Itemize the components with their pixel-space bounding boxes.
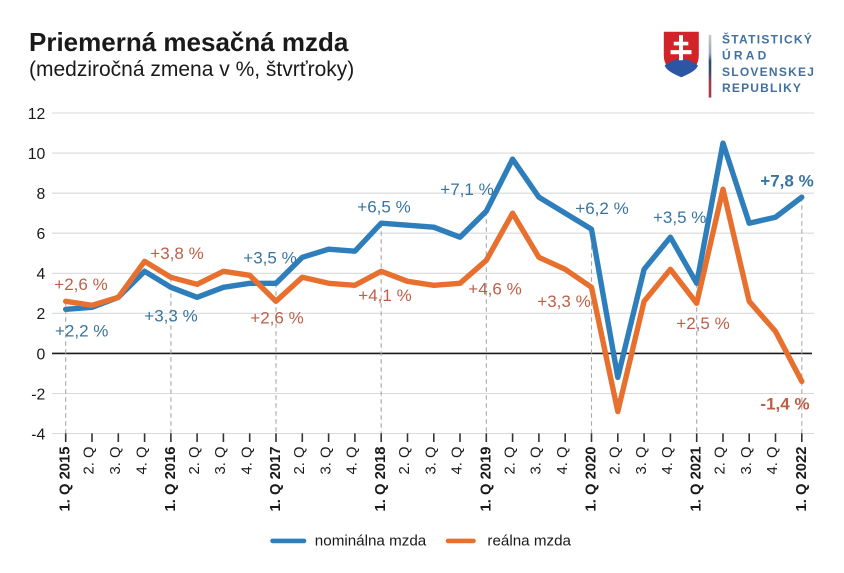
svg-text:+3,5 %: +3,5 % (243, 249, 296, 268)
svg-text:SLOVENSKEJ: SLOVENSKEJ (722, 65, 815, 79)
svg-text:8: 8 (37, 186, 46, 203)
svg-text:4. Q: 4. Q (765, 447, 781, 475)
svg-text:2. Q: 2. Q (292, 447, 308, 475)
svg-text:4. Q: 4. Q (555, 447, 571, 475)
svg-text:REPUBLIKY: REPUBLIKY (722, 81, 802, 95)
svg-text:3. Q: 3. Q (529, 447, 545, 475)
svg-text:1. Q 2018: 1. Q 2018 (373, 447, 389, 512)
svg-text:+3,8 %: +3,8 % (150, 244, 203, 263)
svg-text:-4: -4 (31, 426, 45, 443)
svg-text:+2,6 %: +2,6 % (250, 309, 303, 328)
svg-text:1. Q 2020: 1. Q 2020 (584, 447, 600, 512)
svg-text:1. Q 2017: 1. Q 2017 (268, 447, 284, 512)
svg-text:0: 0 (37, 346, 46, 363)
svg-text:4: 4 (37, 266, 46, 283)
svg-text:3. Q: 3. Q (424, 447, 440, 475)
svg-text:2. Q: 2. Q (713, 447, 729, 475)
svg-text:reálna mzda: reálna mzda (487, 532, 571, 549)
svg-text:2: 2 (37, 306, 46, 323)
svg-text:2. Q: 2. Q (187, 447, 203, 475)
svg-text:10: 10 (28, 146, 46, 163)
svg-text:12: 12 (28, 106, 46, 123)
svg-text:4. Q: 4. Q (345, 447, 361, 475)
svg-text:4. Q: 4. Q (660, 447, 676, 475)
svg-text:+7,1 %: +7,1 % (440, 180, 493, 199)
svg-text:+6,2 %: +6,2 % (575, 199, 628, 218)
svg-text:+3,3 %: +3,3 % (537, 292, 590, 311)
svg-text:nominálna mzda: nominálna mzda (315, 532, 427, 549)
svg-text:6: 6 (37, 226, 46, 243)
svg-text:1. Q 2015: 1. Q 2015 (58, 447, 74, 512)
svg-text:+6,5 %: +6,5 % (357, 198, 410, 217)
svg-text:2. Q: 2. Q (82, 447, 98, 475)
svg-text:3. Q: 3. Q (318, 447, 334, 475)
svg-text:+4,6 %: +4,6 % (468, 280, 521, 299)
svg-text:3. Q: 3. Q (213, 447, 229, 475)
svg-text:2. Q: 2. Q (397, 447, 413, 475)
svg-text:3. Q: 3. Q (634, 447, 650, 475)
svg-text:4. Q: 4. Q (239, 447, 255, 475)
svg-text:2. Q: 2. Q (502, 447, 518, 475)
svg-text:1. Q 2022: 1. Q 2022 (794, 447, 810, 512)
svg-text:ÚRAD: ÚRAD (722, 48, 769, 63)
svg-text:ŠTATISTICKÝ: ŠTATISTICKÝ (722, 32, 813, 47)
svg-text:-1,4 %: -1,4 % (760, 395, 809, 414)
svg-text:4. Q: 4. Q (450, 447, 466, 475)
svg-text:+2,2 %: +2,2 % (55, 322, 108, 341)
svg-text:4. Q: 4. Q (134, 447, 150, 475)
svg-text:+2,5 %: +2,5 % (676, 314, 729, 333)
svg-text:+2,6 %: +2,6 % (54, 275, 107, 294)
svg-text:+3,5 %: +3,5 % (653, 208, 706, 227)
svg-text:+4,1 %: +4,1 % (358, 286, 411, 305)
svg-text:+3,3 %: +3,3 % (144, 307, 197, 326)
svg-text:3. Q: 3. Q (739, 447, 755, 475)
svg-text:+7,8 %: +7,8 % (760, 172, 813, 191)
svg-text:1. Q 2021: 1. Q 2021 (689, 447, 705, 512)
svg-text:1. Q 2019: 1. Q 2019 (478, 447, 494, 512)
svg-text:2. Q: 2. Q (608, 447, 624, 475)
svg-text:1. Q 2016: 1. Q 2016 (163, 447, 179, 512)
svg-text:3. Q: 3. Q (108, 447, 124, 475)
svg-text:-2: -2 (31, 386, 45, 403)
